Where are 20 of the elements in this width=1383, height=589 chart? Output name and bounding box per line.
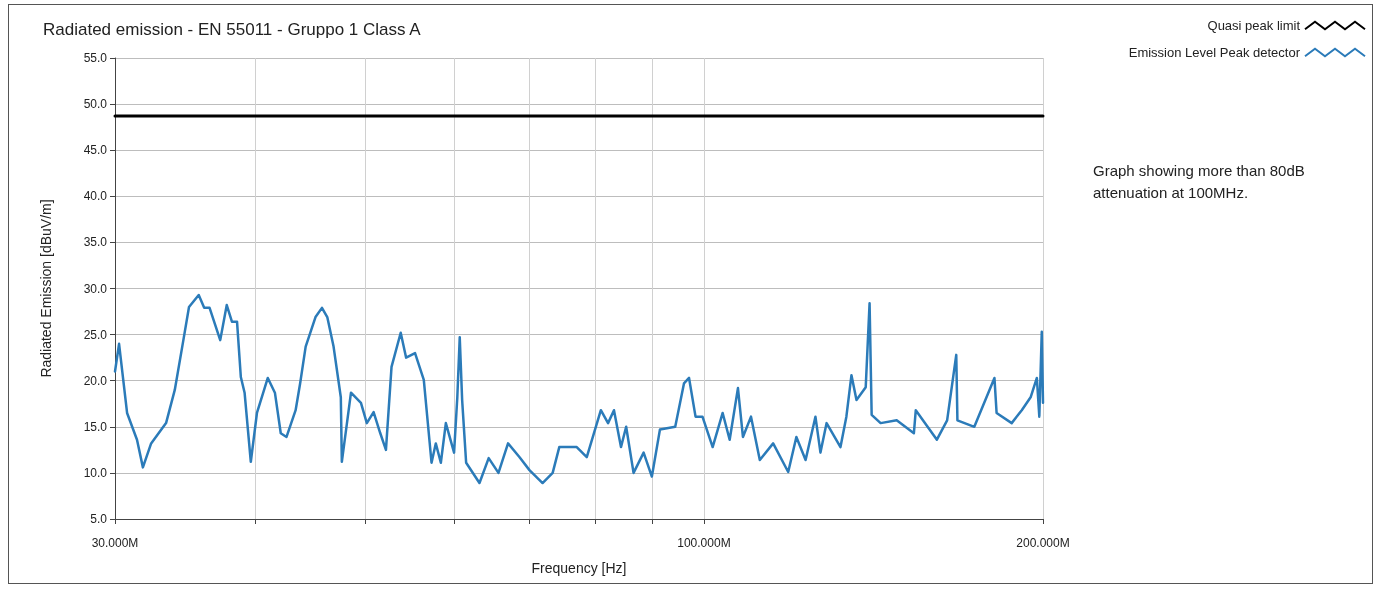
x-axis-title: Frequency [Hz] [531,560,627,576]
y-tick-label: 10.0 [83,465,108,480]
y-tick-label: 35.0 [83,235,108,250]
y-tick-label: 25.0 [83,327,108,342]
legend-label: Quasi peak limit [1207,18,1301,33]
x-tick-label: 200.000M [1016,536,1070,550]
y-tick-label: 55.0 [83,51,108,65]
y-tick-label: 45.0 [83,143,108,158]
y-tick-label: 15.0 [83,419,108,434]
y-tick-label: 20.0 [83,373,108,388]
y-axis-title: Radiated Emission [dBuV/m] [38,199,54,378]
y-tick-label: 5.0 [90,512,108,526]
text: Graph showing more than 80dB attenuation at 100MHz. [1093,161,1306,203]
legend-label: Emission Level Peak detector [1128,45,1301,60]
y-tick-label: 30.0 [83,281,108,296]
x-tick-label: 30.000M [91,536,139,550]
y-tick-label: 40.0 [83,189,108,204]
chart-title: Radiated emission - EN 55011 - Gruppo 1 Class A [43,20,422,39]
y-tick-label: 50.0 [83,97,108,112]
x-tick-label: 100.000M [677,536,731,550]
